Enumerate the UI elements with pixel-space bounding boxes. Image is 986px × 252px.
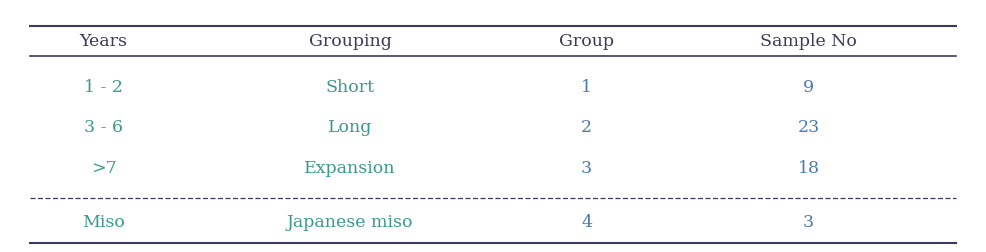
Text: 3: 3 [581,159,593,176]
Text: Expansion: Expansion [305,159,395,176]
Text: 1 - 2: 1 - 2 [84,78,123,96]
Text: Japanese miso: Japanese miso [287,213,413,230]
Text: 9: 9 [803,78,814,96]
Text: 4: 4 [581,213,593,230]
Text: Sample No: Sample No [760,33,857,50]
Text: 18: 18 [798,159,819,176]
Text: Grouping: Grouping [309,33,391,50]
Text: 2: 2 [581,119,593,136]
Text: 23: 23 [798,119,819,136]
Text: Years: Years [80,33,127,50]
Text: Group: Group [559,33,614,50]
Text: 3: 3 [803,213,814,230]
Text: 1: 1 [581,78,593,96]
Text: 3 - 6: 3 - 6 [84,119,123,136]
Text: Long: Long [327,119,373,136]
Text: >7: >7 [91,159,116,176]
Text: Miso: Miso [82,213,125,230]
Text: Short: Short [325,78,375,96]
